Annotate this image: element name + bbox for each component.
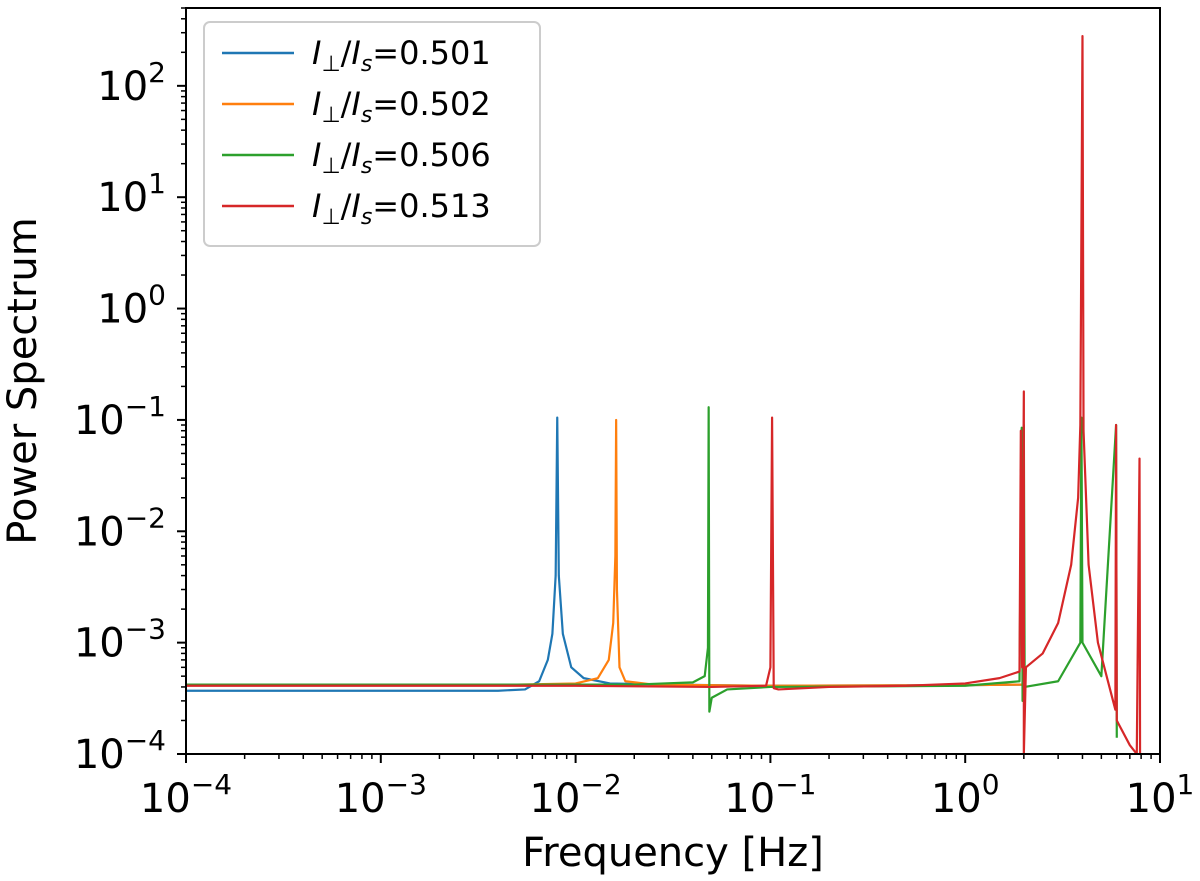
series-line-2: [186, 418, 1024, 687]
legend-label-2: I⊥/Is=0.502: [312, 85, 491, 128]
x-axis-label: Frequency [Hz]: [522, 830, 824, 876]
y-tick-label: 100: [97, 279, 166, 333]
y-axis-label: Power Spectrum: [0, 217, 46, 544]
x-tick-label: 10−2: [530, 768, 622, 822]
y-tick-label: 10−2: [74, 501, 166, 555]
legend-label-1: I⊥/Is=0.501: [312, 34, 491, 77]
y-axis-ticks: 10−4 10−3 10−2 10−1 100 101 102: [74, 7, 186, 778]
series-line-4: [186, 34, 1142, 754]
series-layer: [186, 34, 1142, 754]
x-tick-label: 101: [1126, 768, 1195, 822]
x-tick-label: 10−3: [335, 768, 427, 822]
legend: I⊥/Is=0.501 I⊥/Is=0.502 I⊥/Is=0.506 I⊥/Is=0…: [203, 21, 541, 247]
x-axis-ticks: 10−4 10−3 10−2 10−1 100 101: [140, 754, 1194, 822]
x-tick-label: 10−1: [724, 768, 816, 822]
series-line-3: [186, 406, 1118, 738]
x-tick-label: 100: [931, 768, 1000, 822]
y-tick-label: 102: [97, 56, 166, 110]
plot-frame: [185, 7, 1161, 755]
y-tick-label: 10−1: [74, 390, 166, 444]
y-tick-label: 10−3: [74, 613, 166, 667]
legend-box: [203, 21, 541, 247]
y-tick-label: 10−4: [74, 724, 166, 778]
legend-label-4: I⊥/Is=0.513: [312, 187, 491, 230]
legend-label-3: I⊥/Is=0.506: [312, 136, 491, 179]
x-tick-label: 10−4: [140, 768, 232, 822]
y-tick-label: 101: [97, 167, 166, 221]
